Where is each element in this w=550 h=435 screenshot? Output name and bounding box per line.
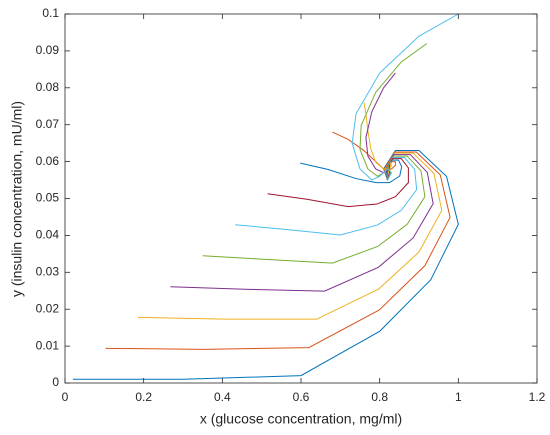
x-tick-label: 0.4 (214, 390, 231, 404)
y-tick-label: 0.09 (36, 43, 60, 57)
y-tick-label: 0.06 (36, 154, 60, 168)
y-tick-label: 0.1 (42, 6, 59, 20)
trajectory (359, 43, 428, 181)
trajectory (72, 150, 459, 380)
x-tick-label: 1.2 (529, 390, 546, 404)
y-tick-label: 0.04 (36, 228, 60, 242)
y-tick-label: 0.07 (36, 117, 60, 131)
y-tick-label: 0.03 (36, 264, 60, 278)
x-tick-label: 0.6 (293, 390, 310, 404)
x-axis-label: x (glucose concentration, mg/ml) (200, 411, 402, 427)
y-tick-label: 0.08 (36, 80, 60, 94)
x-tick-label: 0.8 (371, 390, 388, 404)
x-tick-label: 1 (455, 390, 462, 404)
y-tick-label: 0.05 (36, 191, 60, 205)
x-tick-label: 0.2 (135, 390, 152, 404)
x-tick-label: 0 (62, 390, 69, 404)
trajectory (170, 154, 434, 292)
trajectory (351, 13, 459, 181)
y-tick-label: 0 (52, 375, 59, 389)
trajectory (363, 102, 393, 181)
y-axis-label: y (insulin concentration, mU/ml) (9, 101, 25, 297)
y-tick-label: 0.02 (36, 301, 60, 315)
y-tick-label: 0.01 (36, 338, 60, 352)
trajectory (365, 72, 396, 181)
